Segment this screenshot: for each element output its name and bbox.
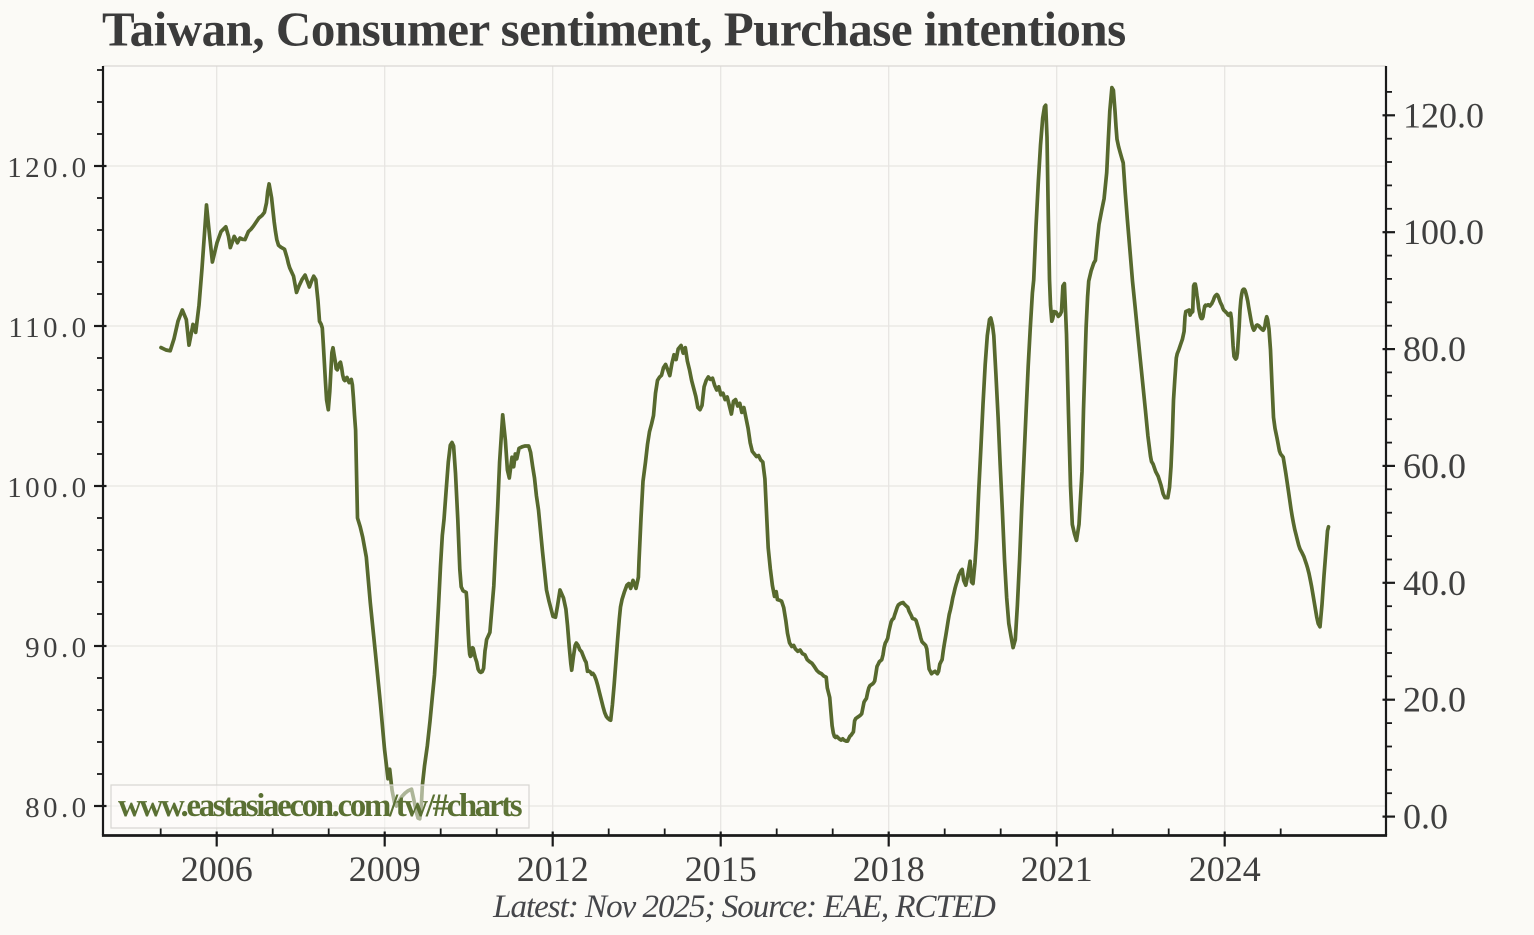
svg-text:2012: 2012 xyxy=(517,849,589,889)
svg-text:2009: 2009 xyxy=(349,849,421,889)
svg-text:Taiwan, Consumer sentiment, Pu: Taiwan, Consumer sentiment, Purchase int… xyxy=(102,2,1126,57)
svg-text:90.0: 90.0 xyxy=(25,632,89,664)
svg-text:60.0: 60.0 xyxy=(1403,446,1466,486)
svg-text:2015: 2015 xyxy=(685,849,757,889)
svg-text:120.0: 120.0 xyxy=(7,152,89,184)
svg-text:40.0: 40.0 xyxy=(1403,563,1466,603)
svg-text:2024: 2024 xyxy=(1189,849,1261,889)
svg-text:120.0: 120.0 xyxy=(1403,95,1484,135)
svg-text:2021: 2021 xyxy=(1021,849,1093,889)
svg-text:80.0: 80.0 xyxy=(25,792,89,824)
svg-text:100.0: 100.0 xyxy=(7,472,89,504)
svg-text:100.0: 100.0 xyxy=(1403,212,1484,252)
svg-text:0.0: 0.0 xyxy=(1403,797,1448,837)
svg-text:110.0: 110.0 xyxy=(8,312,89,344)
svg-text:www.eastasiaecon.com/tw/#chart: www.eastasiaecon.com/tw/#charts xyxy=(118,788,523,824)
svg-text:20.0: 20.0 xyxy=(1403,680,1466,720)
svg-text:2006: 2006 xyxy=(181,849,253,889)
svg-text:80.0: 80.0 xyxy=(1403,329,1466,369)
svg-text:Latest: Nov 2025; Source: EAE,: Latest: Nov 2025; Source: EAE, RCTED xyxy=(492,889,996,925)
svg-text:2018: 2018 xyxy=(853,849,925,889)
